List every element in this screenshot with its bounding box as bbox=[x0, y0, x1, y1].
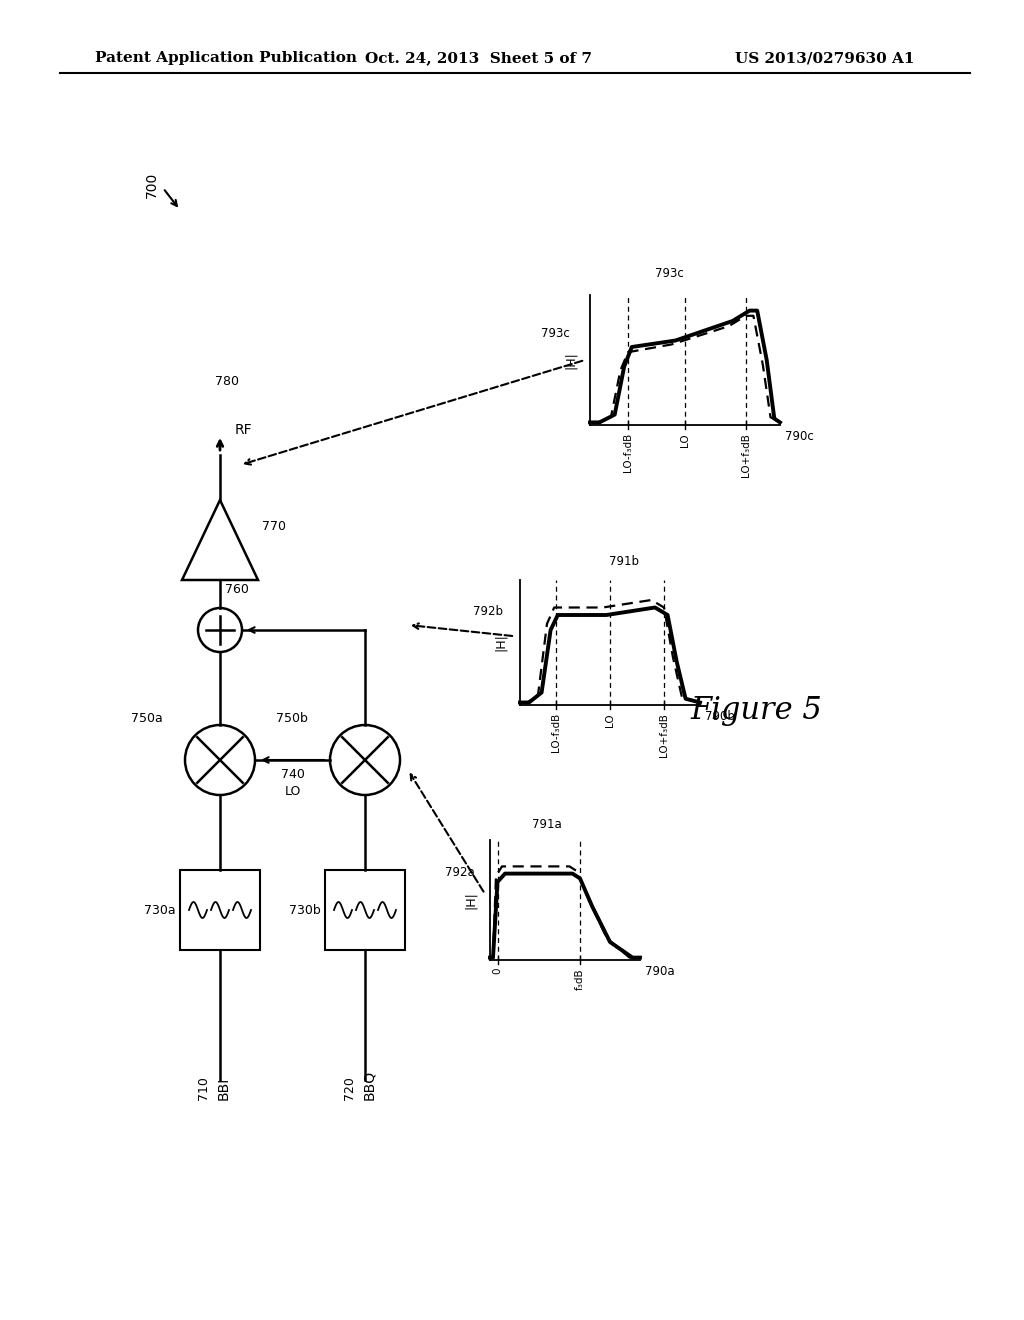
Text: Oct. 24, 2013  Sheet 5 of 7: Oct. 24, 2013 Sheet 5 of 7 bbox=[365, 51, 592, 65]
Text: US 2013/0279630 A1: US 2013/0279630 A1 bbox=[735, 51, 914, 65]
Text: LO: LO bbox=[680, 433, 690, 446]
Text: 791a: 791a bbox=[532, 818, 562, 832]
Bar bbox=[180, 870, 260, 950]
Text: 791b: 791b bbox=[609, 554, 639, 568]
Text: LO+f₃dB: LO+f₃dB bbox=[740, 433, 751, 477]
Text: LO-f₃dB: LO-f₃dB bbox=[623, 433, 633, 473]
Text: BBQ: BBQ bbox=[362, 1071, 376, 1100]
Text: 700: 700 bbox=[145, 172, 159, 198]
Text: 793c: 793c bbox=[542, 326, 570, 339]
Text: f₃dB: f₃dB bbox=[575, 968, 585, 990]
Text: LO: LO bbox=[285, 785, 301, 799]
Text: 792b: 792b bbox=[473, 605, 503, 618]
Text: 710: 710 bbox=[198, 1076, 211, 1100]
Text: 792a: 792a bbox=[445, 866, 475, 879]
Text: Patent Application Publication: Patent Application Publication bbox=[95, 51, 357, 65]
Text: 750a: 750a bbox=[131, 711, 163, 725]
Text: 790c: 790c bbox=[785, 430, 814, 444]
Text: |H|: |H| bbox=[464, 891, 476, 909]
Text: 790b: 790b bbox=[705, 710, 735, 723]
Bar bbox=[325, 870, 406, 950]
Text: 740: 740 bbox=[281, 768, 304, 781]
Text: Figure 5: Figure 5 bbox=[690, 694, 821, 726]
Text: 790a: 790a bbox=[645, 965, 675, 978]
Text: 780: 780 bbox=[215, 375, 239, 388]
Text: LO+f₃dB: LO+f₃dB bbox=[659, 713, 669, 756]
Text: 760: 760 bbox=[225, 583, 249, 597]
Text: LO: LO bbox=[605, 713, 615, 726]
Text: BBI: BBI bbox=[217, 1077, 231, 1100]
Text: |H|: |H| bbox=[494, 634, 507, 652]
Text: RF: RF bbox=[234, 422, 253, 437]
Text: 750b: 750b bbox=[276, 711, 308, 725]
Text: |H|: |H| bbox=[563, 351, 577, 368]
Text: 730a: 730a bbox=[144, 903, 176, 916]
Text: 730b: 730b bbox=[289, 903, 321, 916]
Text: 793c: 793c bbox=[655, 267, 684, 280]
Text: LO-f₃dB: LO-f₃dB bbox=[551, 713, 561, 752]
Text: 770: 770 bbox=[262, 520, 286, 533]
Text: 720: 720 bbox=[342, 1076, 355, 1100]
Text: 0: 0 bbox=[493, 968, 503, 974]
